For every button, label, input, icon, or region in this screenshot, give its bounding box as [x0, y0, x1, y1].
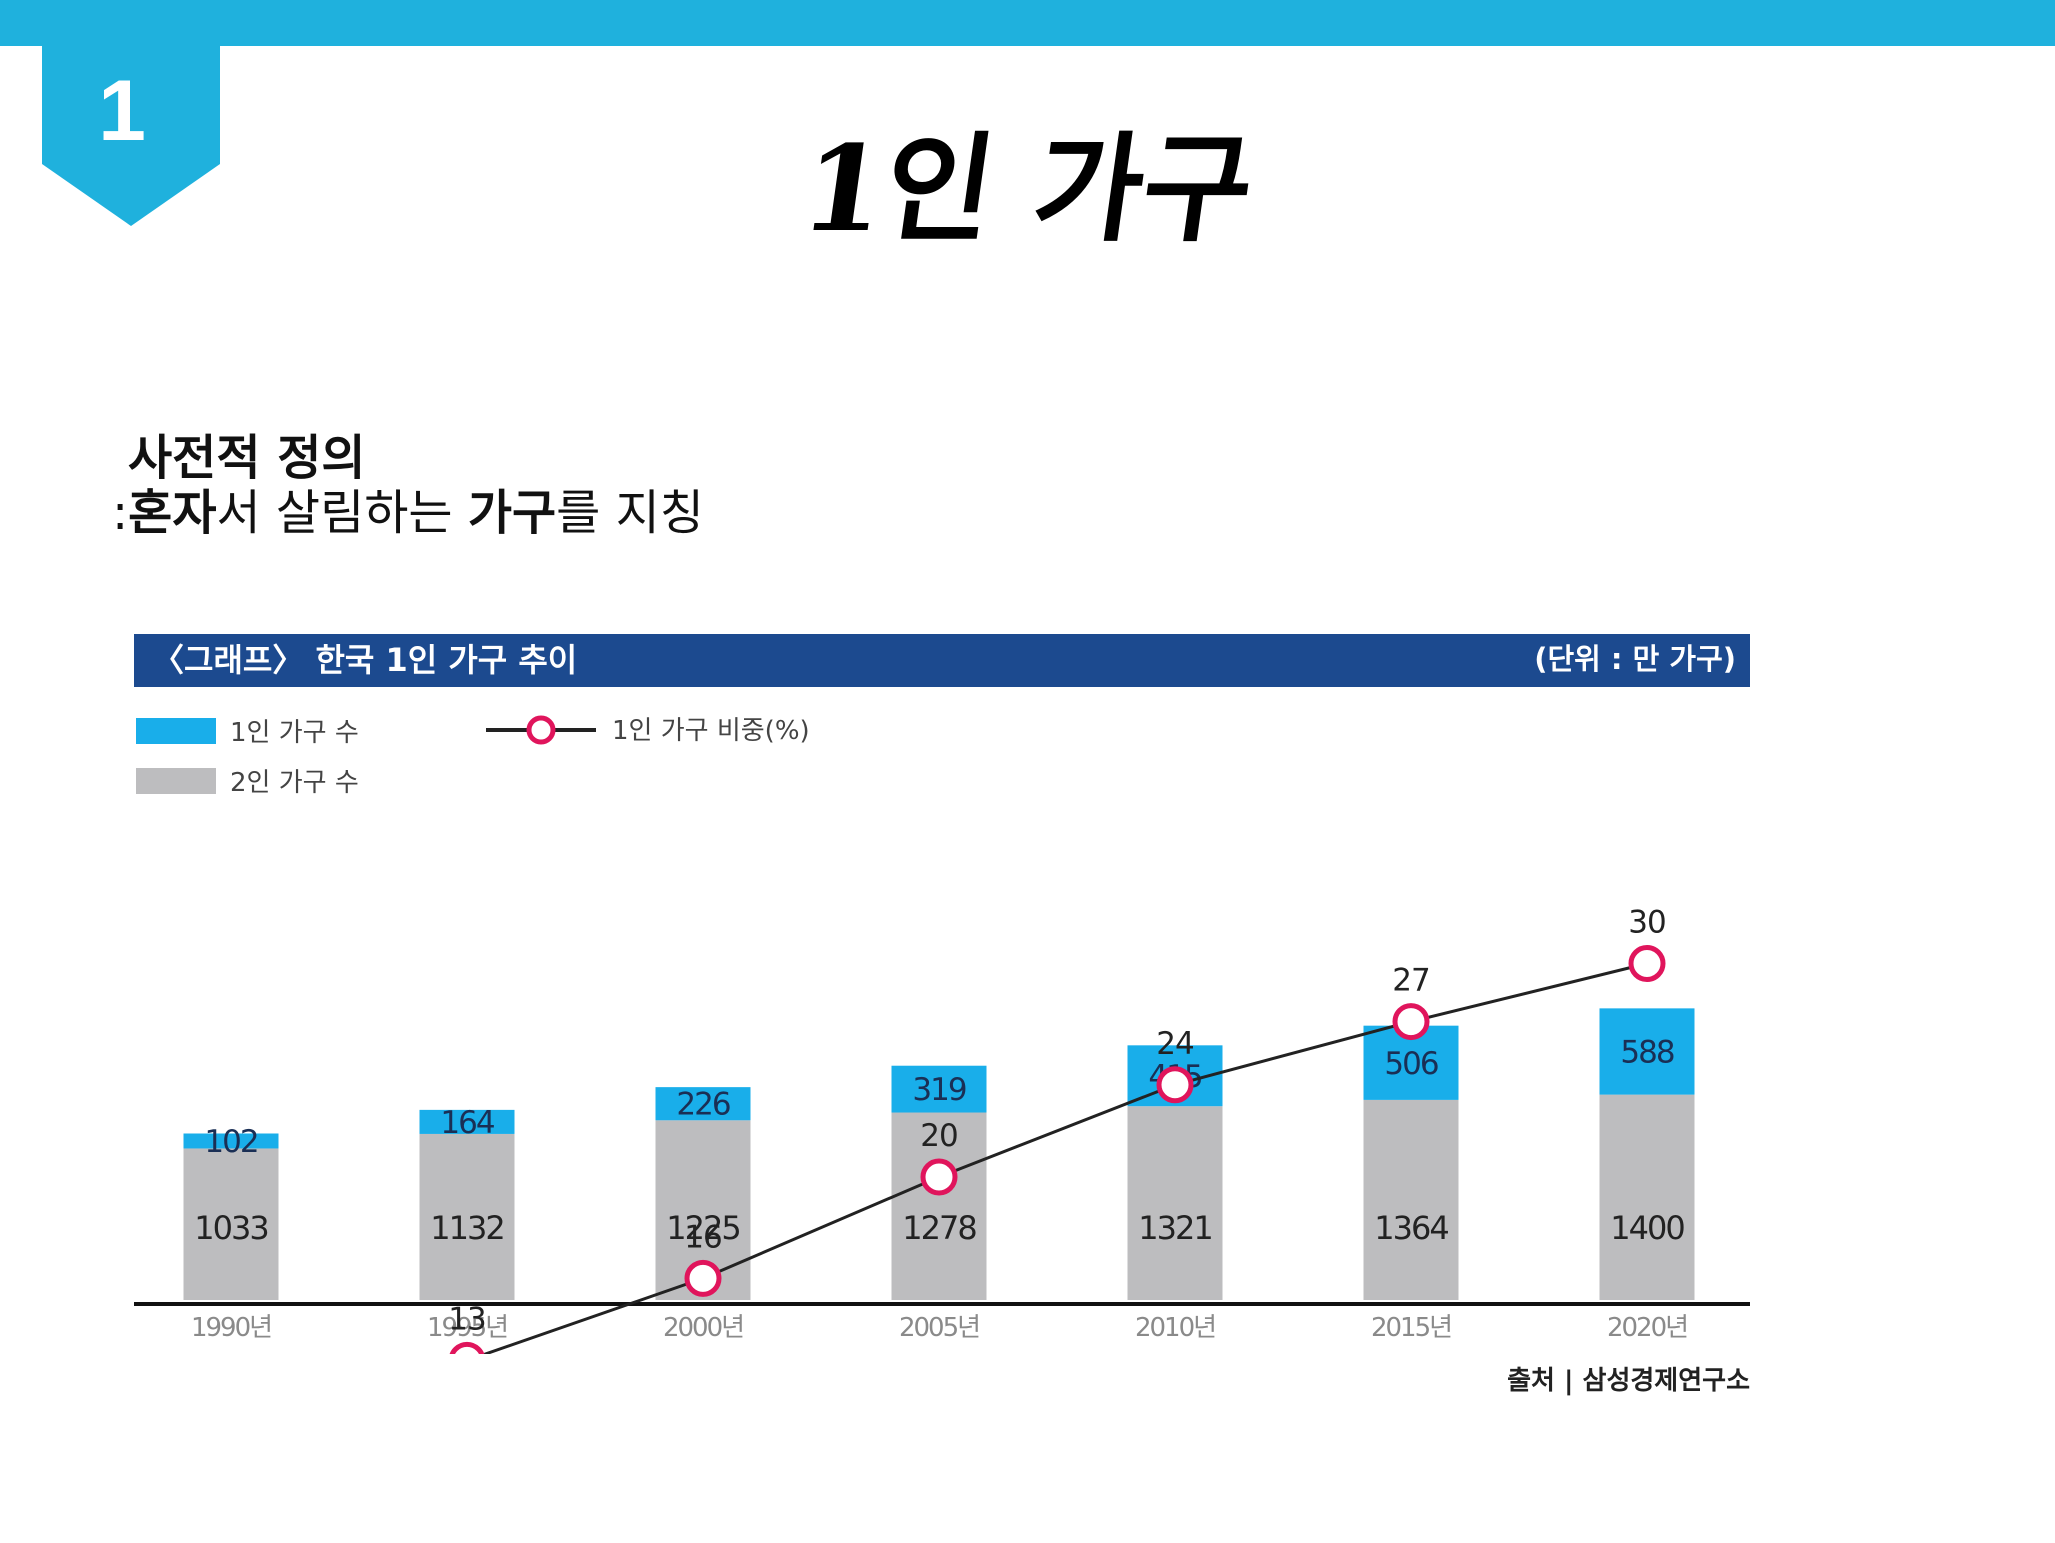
definition-heading: 사전적 정의 [128, 430, 366, 486]
bar-single-person [655, 1087, 751, 1121]
chart-source: 출처 | 삼성경제연구소 [1507, 1366, 1750, 1396]
bar-single-person [891, 1065, 987, 1113]
bar-single-person [1599, 1008, 1695, 1095]
bar-single-person-value: 506 [1384, 1046, 1437, 1082]
legend-ratio-label: 1인 가구 비중(%) [612, 716, 810, 746]
bar-two-person-value: 1225 [666, 1209, 739, 1247]
ratio-point [1156, 1066, 1194, 1104]
ratio-label: 16 [684, 1219, 721, 1255]
chart-panel: 〈그래프〉 한국 1인 가구 추이 (단위 : 만 가구) 1인 가구 수 2인 … [134, 634, 1750, 1396]
definition-bold-alone: 혼자 [128, 484, 217, 541]
definition-text: :혼자서 살림하는 가구를 지칭 [112, 485, 704, 543]
bar-two-person-value: 1400 [1610, 1209, 1684, 1247]
chart-header: 〈그래프〉 한국 1인 가구 추이 (단위 : 만 가구) [134, 634, 1750, 687]
household-chart: 1인 가구 수 2인 가구 수 1인 가구 비중(%) 1033 102 1990년 113… [134, 715, 1750, 1354]
ratio-point [920, 1158, 958, 1196]
page-number-badge: 1 [42, 40, 220, 226]
bar-single-person-value: 226 [676, 1087, 729, 1123]
ratio-label: 30 [1628, 905, 1665, 941]
x-tick-label: 2005년 [899, 1313, 979, 1343]
bar-single-person-value: 319 [912, 1072, 965, 1108]
x-tick-label: 2010년 [1135, 1313, 1215, 1343]
ratio-point [449, 1341, 485, 1354]
bar-two-person-value: 1033 [194, 1209, 267, 1247]
x-tick-label: 2000년 [663, 1313, 743, 1343]
page-number: 1 [98, 63, 146, 159]
x-tick-label: 1990년 [191, 1313, 271, 1343]
legend-single-label: 1인 가구 수 [230, 718, 359, 748]
ratio-label: 24 [1156, 1026, 1193, 1062]
bar-two-person [1599, 1094, 1695, 1300]
bar-two-person-value: 1278 [902, 1209, 976, 1247]
top-accent-bar [0, 0, 2055, 46]
page-title: 1인 가구 [793, 119, 1262, 258]
definition-text-part1: 서 살림하는 [216, 484, 468, 541]
bar-two-person [183, 1148, 279, 1300]
x-tick-label: 2015년 [1371, 1313, 1451, 1343]
bar-single-person [183, 1133, 279, 1149]
bar-two-person-value: 1321 [1138, 1209, 1211, 1247]
legend-ratio-marker [526, 715, 556, 745]
ratio-label: 27 [1392, 963, 1429, 999]
x-tick-label: 2020년 [1607, 1313, 1687, 1343]
ratio-label: 20 [920, 1118, 957, 1154]
definition-prefix: : [112, 484, 129, 541]
bar-single-person-value: 588 [1620, 1034, 1673, 1070]
legend-two-label: 2인 가구 수 [230, 768, 359, 798]
ratio-point [684, 1259, 722, 1297]
ratio-point [1392, 1003, 1430, 1041]
badge-shape [42, 40, 220, 226]
bar-single-person-value: 164 [440, 1105, 493, 1141]
bar-two-person-value: 1364 [1374, 1209, 1448, 1247]
definition-text-part2: 를 지칭 [556, 484, 704, 541]
bar-single-person-value: 102 [204, 1124, 257, 1160]
chart-unit: (단위 : 만 가구) [1534, 642, 1736, 676]
chart-title: 〈그래프〉 한국 1인 가구 추이 [152, 641, 578, 679]
ratio-label: 13 [448, 1301, 485, 1337]
definition-bold-household: 가구 [467, 484, 557, 541]
legend-two-swatch [136, 768, 216, 794]
bar-two-person-value: 1132 [430, 1209, 503, 1247]
bar-two-person [891, 1112, 987, 1300]
legend-single-swatch [136, 718, 216, 744]
bar-two-person [419, 1133, 515, 1300]
x-tick-label: 1995년 [427, 1313, 507, 1343]
definition-block: 사전적 정의 :혼자서 살림하는 가구를 지칭 [112, 432, 704, 542]
bar-two-person [1363, 1099, 1459, 1300]
bar-single-person [419, 1109, 515, 1134]
bar-two-person [1127, 1106, 1223, 1300]
ratio-point [1628, 945, 1666, 982]
